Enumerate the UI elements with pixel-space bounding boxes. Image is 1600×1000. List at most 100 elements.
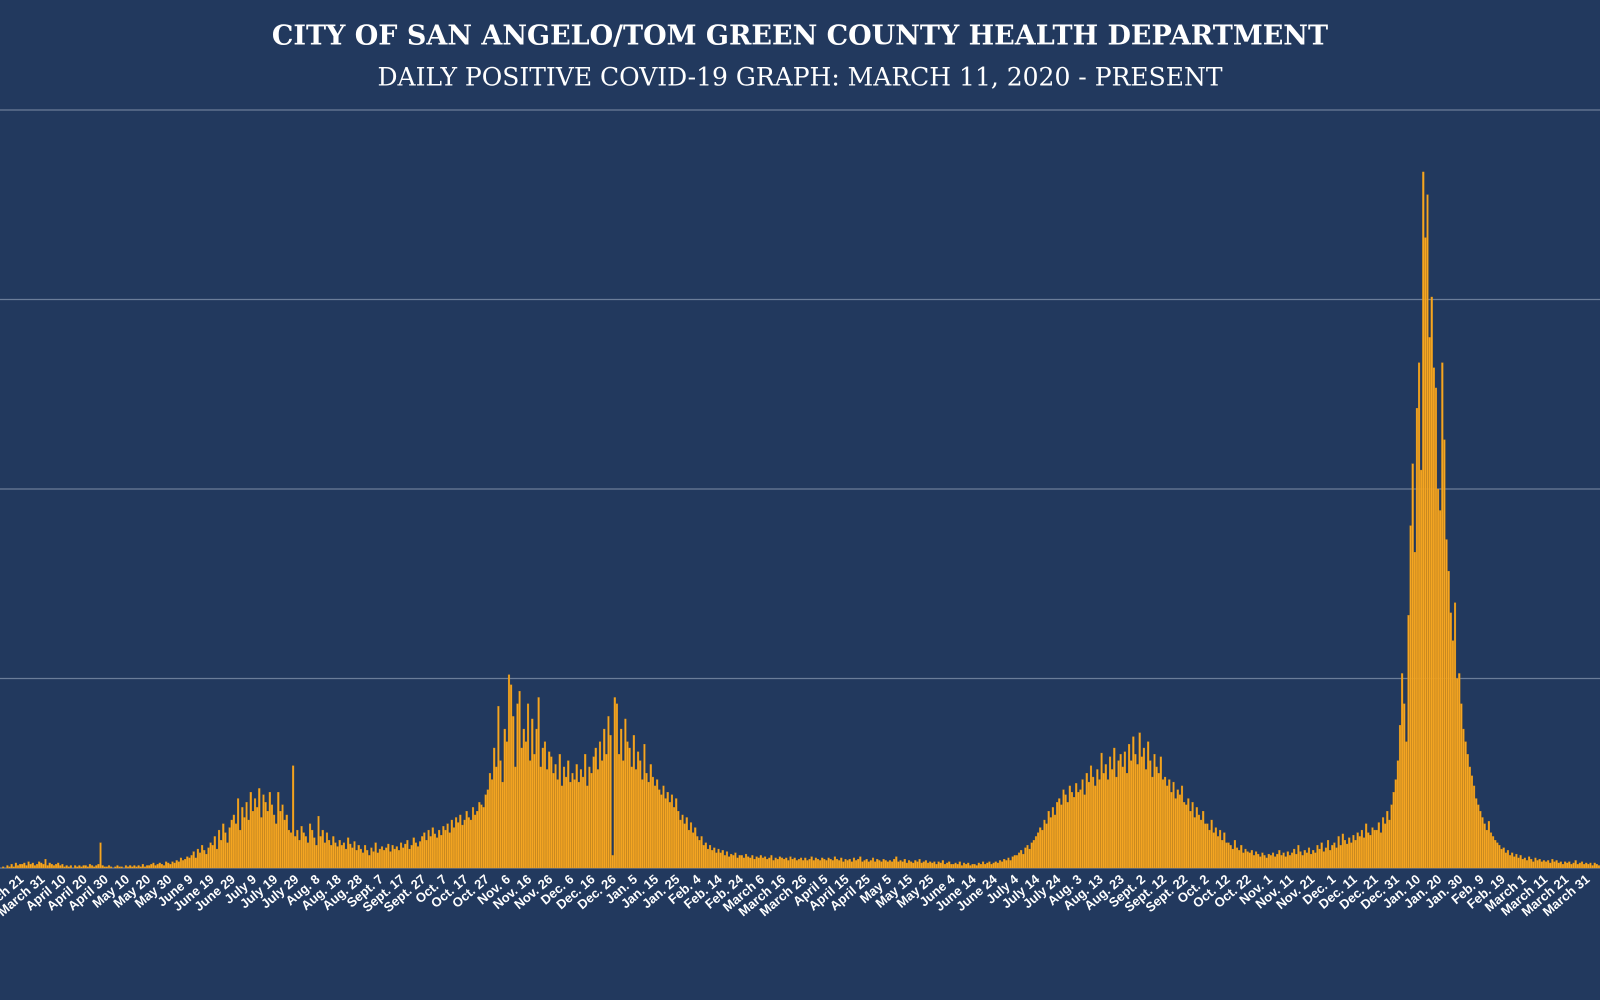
- bar: [2, 866, 5, 869]
- bar: [332, 836, 335, 869]
- bar: [97, 864, 100, 869]
- bar: [831, 860, 834, 869]
- bar: [52, 865, 56, 869]
- bar: [867, 861, 870, 869]
- bar: [613, 697, 616, 869]
- bar: [497, 706, 500, 869]
- bar: [575, 764, 578, 869]
- bar: [673, 807, 676, 869]
- bar: [1475, 798, 1478, 869]
- bar: [524, 741, 527, 869]
- bar: [347, 837, 350, 869]
- bar: [1350, 842, 1353, 869]
- bar: [383, 850, 386, 869]
- bar: [1053, 814, 1057, 869]
- bar: [605, 754, 608, 869]
- bar: [230, 819, 233, 869]
- bar: [1564, 861, 1567, 869]
- bar: [88, 864, 91, 869]
- bar: [429, 836, 432, 869]
- bar: [298, 840, 301, 869]
- bar: [943, 864, 947, 869]
- bar: [503, 728, 506, 869]
- bar: [76, 866, 79, 869]
- bar: [1424, 237, 1427, 869]
- bar: [1426, 194, 1429, 869]
- bar: [435, 837, 439, 869]
- bar: [478, 802, 481, 869]
- bar: [668, 802, 671, 869]
- bar: [531, 718, 534, 869]
- bar: [1015, 855, 1018, 869]
- bar: [1398, 725, 1402, 869]
- bar: [1390, 804, 1393, 869]
- bar: [1532, 861, 1535, 869]
- bar: [162, 865, 166, 869]
- bar: [220, 840, 223, 869]
- bar: [1030, 842, 1033, 869]
- bar: [804, 857, 807, 869]
- bar: [910, 861, 913, 869]
- bar: [292, 765, 295, 869]
- bar: [1519, 855, 1522, 869]
- bar: [1011, 856, 1014, 869]
- bar: [1176, 789, 1179, 869]
- bar: [141, 864, 144, 869]
- bar: [1005, 860, 1008, 869]
- bar: [228, 827, 231, 869]
- bar: [1092, 776, 1095, 869]
- bar: [1530, 859, 1533, 869]
- bar: [510, 684, 513, 869]
- bar: [205, 853, 208, 869]
- bar: [35, 864, 39, 869]
- bar: [1358, 836, 1361, 869]
- bar: [971, 864, 974, 869]
- bar: [1559, 861, 1562, 869]
- bar: [725, 851, 729, 869]
- bar: [414, 842, 417, 869]
- bar: [355, 850, 358, 869]
- bar: [469, 819, 472, 869]
- bar: [1367, 832, 1370, 869]
- bar: [626, 741, 629, 869]
- bar: [1274, 856, 1277, 869]
- bar: [560, 785, 563, 869]
- bar: [1013, 855, 1016, 869]
- bar: [215, 848, 218, 869]
- bar: [622, 760, 625, 869]
- bar: [550, 756, 553, 869]
- bar: [222, 823, 225, 869]
- bar: [349, 843, 352, 869]
- bar: [300, 826, 303, 869]
- bar: [1536, 860, 1539, 869]
- bar: [1327, 840, 1330, 869]
- bar: [1028, 848, 1031, 869]
- bar: [859, 856, 862, 869]
- bar: [522, 728, 525, 869]
- bar: [57, 862, 60, 869]
- bar: [69, 865, 72, 869]
- bar: [1538, 859, 1541, 869]
- bar: [653, 785, 657, 869]
- bar: [1487, 821, 1490, 869]
- bar: [285, 814, 288, 869]
- bar: [1265, 857, 1268, 869]
- bar: [1261, 852, 1264, 869]
- bar: [776, 859, 779, 869]
- bar: [516, 703, 519, 869]
- bar: [1589, 862, 1592, 869]
- bar: [1576, 864, 1579, 869]
- bar: [732, 855, 735, 869]
- bar: [1303, 850, 1306, 869]
- bar: [232, 814, 235, 869]
- bar: [618, 754, 621, 869]
- bar: [1003, 859, 1006, 869]
- bar: [105, 866, 108, 869]
- bar: [114, 866, 117, 869]
- bar: [780, 857, 784, 869]
- bar: [1591, 865, 1594, 869]
- bar: [1214, 827, 1217, 869]
- bar: [895, 856, 898, 869]
- bar: [14, 862, 17, 869]
